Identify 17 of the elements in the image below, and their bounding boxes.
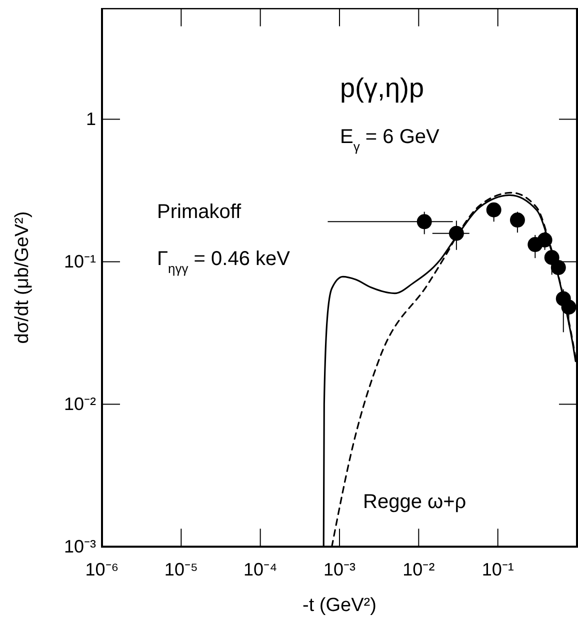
x-tick-label: 10⁻⁶ — [85, 559, 119, 580]
x-axis-title: -t (GeV²) — [302, 595, 376, 616]
x-tick-label: 10⁻³ — [323, 559, 356, 580]
annotation: p(γ,η)p — [340, 73, 424, 103]
annotation: Primakoff — [157, 201, 242, 223]
y-tick-label: 10⁻¹ — [64, 251, 96, 272]
annotation: E$_{γ}$ = 6 GeV — [340, 126, 440, 154]
x-tick-label: 10⁻¹ — [482, 559, 514, 580]
y-tick-label: 10⁻³ — [64, 536, 96, 556]
y-tick-label: 1 — [86, 108, 96, 129]
y-axis-title: dσ/dt (μb/GeV²) — [12, 211, 33, 344]
x-tick-label: 10⁻⁴ — [243, 559, 278, 580]
annotation: Regge ω+ρ — [363, 491, 466, 513]
y-tick-label: 10⁻² — [64, 394, 96, 414]
x-tick-label: 10⁻⁵ — [164, 559, 198, 580]
x-tick-label: 10⁻² — [402, 559, 435, 580]
annotation: Γ$_{ηγγ}$ = 0.46 keV — [157, 248, 291, 276]
